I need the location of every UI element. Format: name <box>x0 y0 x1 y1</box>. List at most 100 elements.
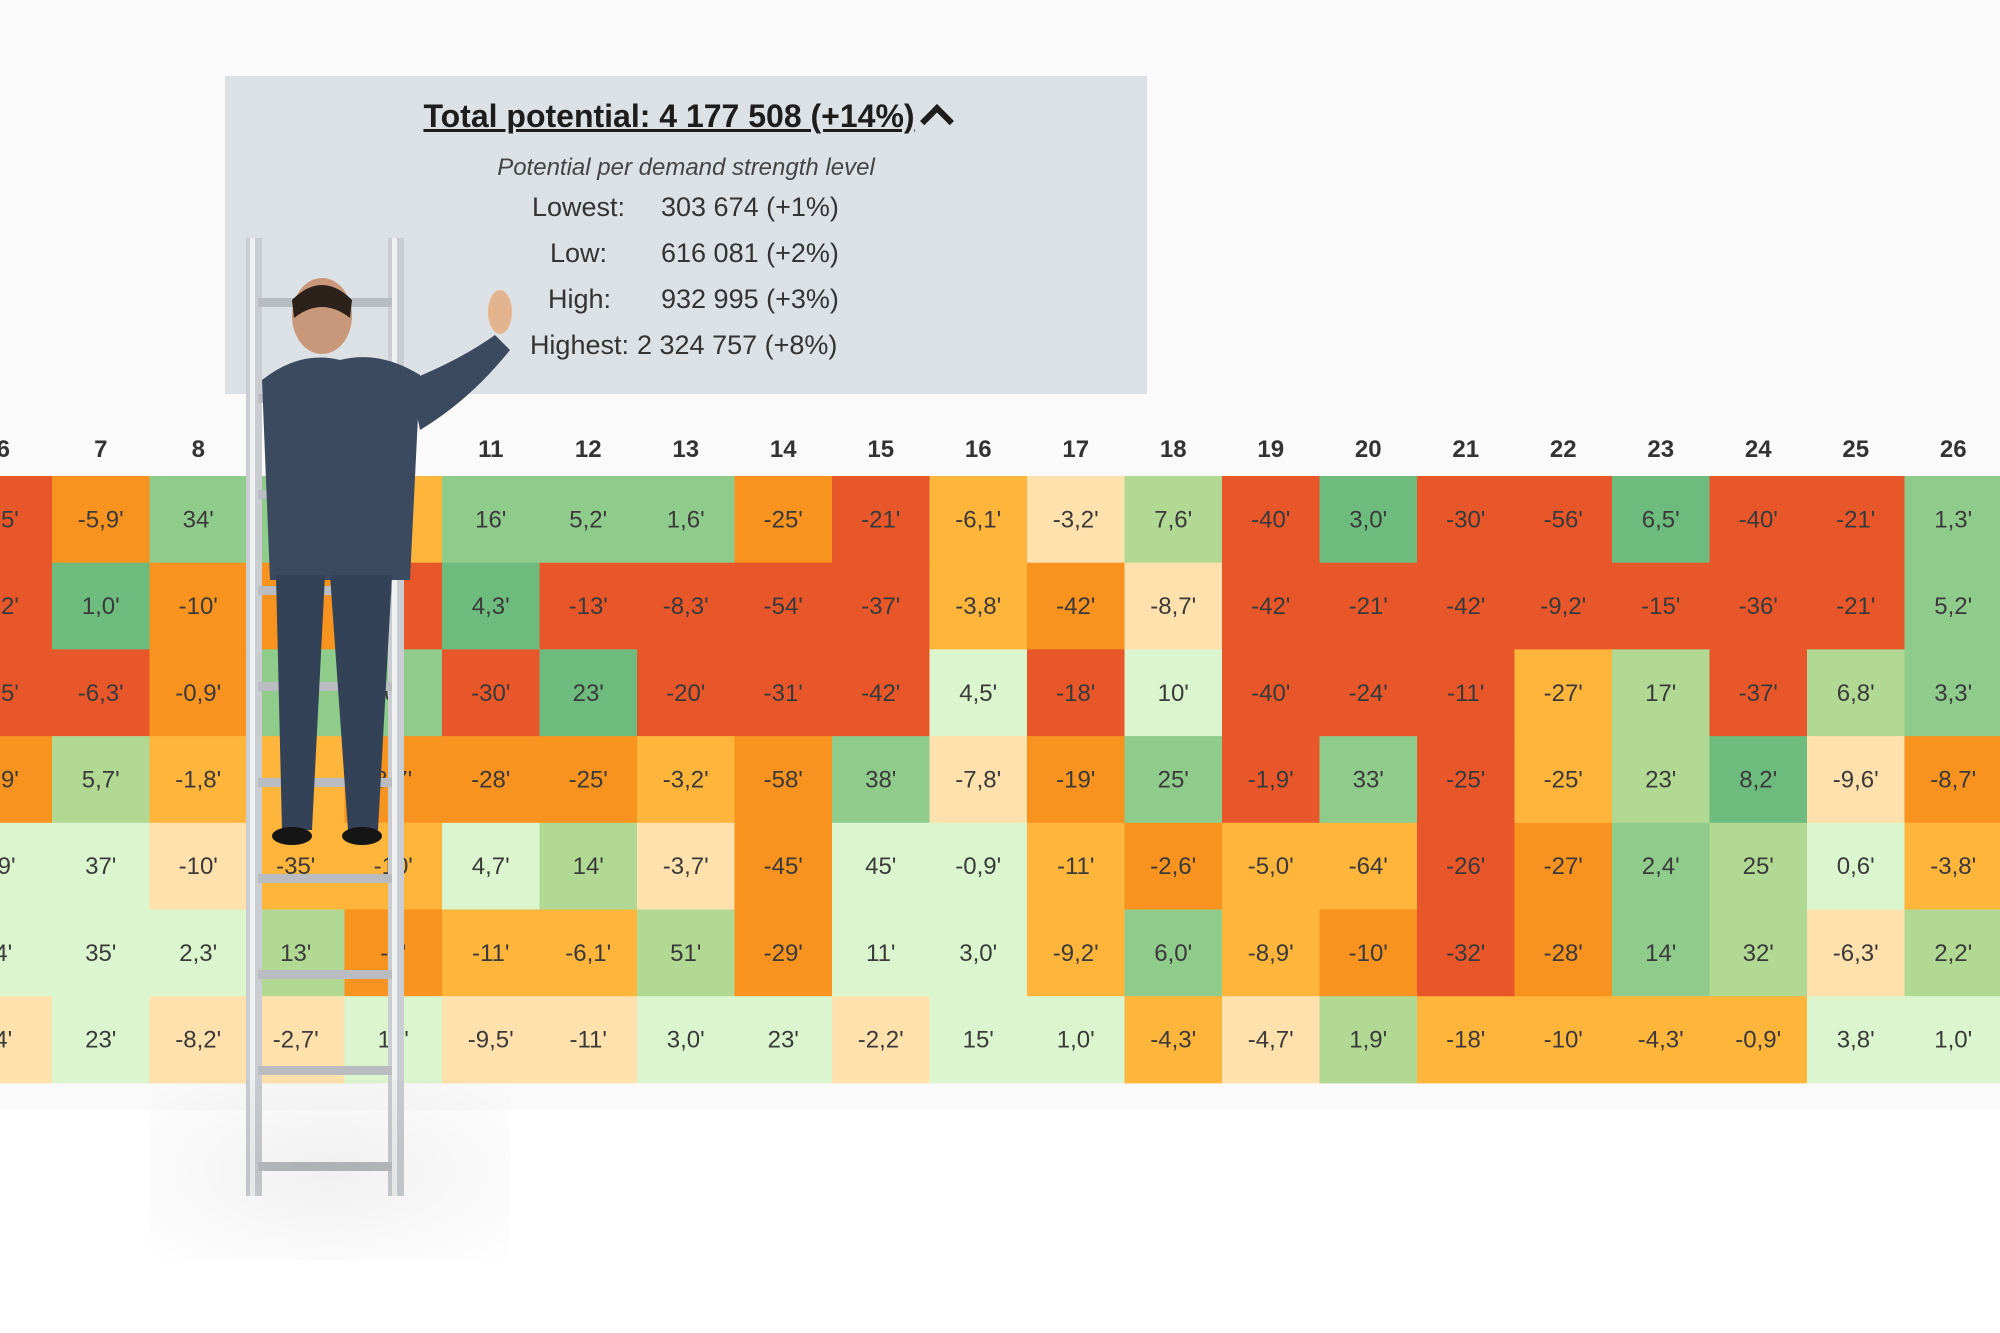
heatmap-cell-r1-c11[interactable] <box>442 476 540 564</box>
heatmap-cell-r5-c6[interactable] <box>0 822 53 910</box>
heatmap-cell-r3-c6[interactable] <box>0 649 53 737</box>
heatmap-cell-r3-c16[interactable] <box>929 649 1028 737</box>
heatmap-cell-r3-c19[interactable] <box>1222 649 1320 737</box>
heatmap-cell-r4-c6[interactable] <box>0 736 53 824</box>
heatmap-cell-r4-c20[interactable] <box>1319 736 1418 824</box>
heatmap-cell-r6-c8[interactable] <box>149 909 248 997</box>
heatmap-cell-r4-c14[interactable] <box>734 736 833 824</box>
heatmap-cell-r7-c16[interactable] <box>929 996 1028 1084</box>
heatmap-cell-r2-c6[interactable] <box>0 562 53 650</box>
heatmap-cell-r1-c25[interactable] <box>1807 476 1905 564</box>
heatmap-cell-r7-c20[interactable] <box>1319 996 1418 1084</box>
heatmap-cell-r2-c26[interactable] <box>1904 562 2000 650</box>
heatmap-cell-r2-c15[interactable] <box>832 562 930 650</box>
heatmap-cell-r1-c15[interactable] <box>832 476 930 564</box>
heatmap-cell-r1-c22[interactable] <box>1514 476 1613 564</box>
heatmap-cell-r6-c20[interactable] <box>1319 909 1418 997</box>
heatmap-cell-r1-c26[interactable] <box>1904 476 2000 564</box>
heatmap-cell-r1-c19[interactable] <box>1222 476 1320 564</box>
heatmap-cell-r1-c20[interactable] <box>1319 476 1418 564</box>
heatmap-cell-r6-c14[interactable] <box>734 909 833 997</box>
heatmap-cell-r6-c15[interactable] <box>832 909 930 997</box>
heatmap-cell-r2-c14[interactable] <box>734 562 833 650</box>
heatmap-cell-r4-c8[interactable] <box>149 736 248 824</box>
heatmap-cell-r5-c7[interactable] <box>52 822 150 910</box>
heatmap-cell-r4-c18[interactable] <box>1124 736 1223 824</box>
heatmap-cell-r5-c23[interactable] <box>1612 822 1710 910</box>
heatmap-cell-r4-c22[interactable] <box>1514 736 1613 824</box>
heatmap-cell-r5-c21[interactable] <box>1417 822 1515 910</box>
heatmap-cell-r7-c15[interactable] <box>832 996 930 1084</box>
heatmap-cell-r6-c21[interactable] <box>1417 909 1515 997</box>
heatmap-cell-r6-c23[interactable] <box>1612 909 1710 997</box>
heatmap-cell-r5-c19[interactable] <box>1222 822 1320 910</box>
heatmap-cell-r2-c13[interactable] <box>637 562 735 650</box>
heatmap-cell-r1-c14[interactable] <box>734 476 833 564</box>
heatmap-cell-r6-c9[interactable] <box>247 909 345 997</box>
heatmap-cell-r5-c22[interactable] <box>1514 822 1613 910</box>
heatmap-cell-r4-c21[interactable] <box>1417 736 1515 824</box>
heatmap-cell-r4-c11[interactable] <box>442 736 540 824</box>
heatmap-cell-r6-c25[interactable] <box>1807 909 1905 997</box>
heatmap-cell-r4-c7[interactable] <box>52 736 150 824</box>
heatmap-cell-r1-c13[interactable] <box>637 476 735 564</box>
heatmap-cell-r4-c17[interactable] <box>1027 736 1125 824</box>
heatmap-cell-r2-c22[interactable] <box>1514 562 1613 650</box>
heatmap-cell-r4-c15[interactable] <box>832 736 930 824</box>
heatmap-cell-r2-c25[interactable] <box>1807 562 1905 650</box>
heatmap-cell-r3-c15[interactable] <box>832 649 930 737</box>
heatmap-cell-r5-c24[interactable] <box>1709 822 1808 910</box>
heatmap-cell-r1-c21[interactable] <box>1417 476 1515 564</box>
heatmap-cell-r5-c15[interactable] <box>832 822 930 910</box>
heatmap-cell-r4-c23[interactable] <box>1612 736 1710 824</box>
heatmap-cell-r7-c22[interactable] <box>1514 996 1613 1084</box>
heatmap-cell-r7-c8[interactable] <box>149 996 248 1084</box>
heatmap-cell-r2-c7[interactable] <box>52 562 150 650</box>
heatmap-cell-r4-c16[interactable] <box>929 736 1028 824</box>
heatmap-cell-r6-c16[interactable] <box>929 909 1028 997</box>
heatmap-cell-r6-c13[interactable] <box>637 909 735 997</box>
heatmap-cell-r6-c24[interactable] <box>1709 909 1808 997</box>
heatmap-cell-r1-c24[interactable] <box>1709 476 1808 564</box>
heatmap-cell-r5-c25[interactable] <box>1807 822 1905 910</box>
heatmap-cell-r3-c26[interactable] <box>1904 649 2000 737</box>
heatmap-cell-r2-c18[interactable] <box>1124 562 1223 650</box>
heatmap-cell-r2-c8[interactable] <box>149 562 248 650</box>
heatmap-cell-r7-c19[interactable] <box>1222 996 1320 1084</box>
heatmap-cell-r3-c25[interactable] <box>1807 649 1905 737</box>
heatmap-cell-r5-c14[interactable] <box>734 822 833 910</box>
heatmap-cell-r6-c6[interactable] <box>0 909 53 997</box>
heatmap-cell-r6-c17[interactable] <box>1027 909 1125 997</box>
heatmap-cell-r5-c8[interactable] <box>149 822 248 910</box>
heatmap-cell-r4-c13[interactable] <box>637 736 735 824</box>
heatmap-cell-r7-c17[interactable] <box>1027 996 1125 1084</box>
heatmap-cell-r4-c26[interactable] <box>1904 736 2000 824</box>
heatmap-cell-r3-c13[interactable] <box>637 649 735 737</box>
heatmap-cell-r4-c25[interactable] <box>1807 736 1905 824</box>
heatmap-cell-r7-c12[interactable] <box>539 996 638 1084</box>
heatmap-cell-r6-c11[interactable] <box>442 909 540 997</box>
heatmap-cell-r2-c21[interactable] <box>1417 562 1515 650</box>
heatmap-cell-r1-c17[interactable] <box>1027 476 1125 564</box>
heatmap-cell-r7-c24[interactable] <box>1709 996 1808 1084</box>
heatmap-cell-r1-c8[interactable] <box>149 476 248 564</box>
heatmap-cell-r3-c24[interactable] <box>1709 649 1808 737</box>
heatmap-cell-r7-c13[interactable] <box>637 996 735 1084</box>
heatmap-cell-r5-c16[interactable] <box>929 822 1028 910</box>
heatmap-cell-r6-c26[interactable] <box>1904 909 2000 997</box>
heatmap-cell-r3-c22[interactable] <box>1514 649 1613 737</box>
heatmap-cell-r2-c24[interactable] <box>1709 562 1808 650</box>
heatmap-cell-r2-c20[interactable] <box>1319 562 1418 650</box>
heatmap-cell-r6-c12[interactable] <box>539 909 638 997</box>
heatmap-cell-r7-c11[interactable] <box>442 996 540 1084</box>
heatmap-cell-r6-c19[interactable] <box>1222 909 1320 997</box>
heatmap-cell-r2-c19[interactable] <box>1222 562 1320 650</box>
heatmap-cell-r5-c20[interactable] <box>1319 822 1418 910</box>
heatmap-cell-r7-c26[interactable] <box>1904 996 2000 1084</box>
heatmap-cell-r2-c11[interactable] <box>442 562 540 650</box>
heatmap-cell-r3-c21[interactable] <box>1417 649 1515 737</box>
heatmap-cell-r4-c19[interactable] <box>1222 736 1320 824</box>
heatmap-cell-r2-c16[interactable] <box>929 562 1028 650</box>
heatmap-cell-r3-c7[interactable] <box>52 649 150 737</box>
heatmap-cell-r7-c23[interactable] <box>1612 996 1710 1084</box>
